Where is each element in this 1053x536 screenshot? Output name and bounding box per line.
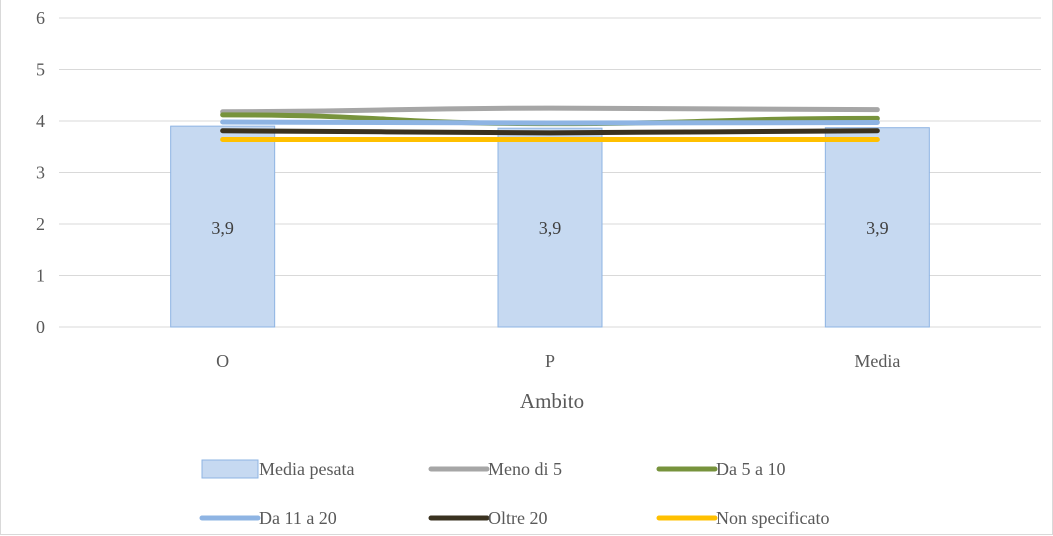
series-line: [220, 105, 880, 115]
bar: [824, 127, 930, 328]
y-tick-label: 4: [36, 111, 45, 131]
y-tick-label: 0: [36, 317, 45, 337]
y-tick-label: 3: [36, 163, 45, 183]
legend-label: Media pesata: [259, 459, 354, 479]
x-tick-label: Media: [854, 351, 900, 371]
x-tick-label: P: [545, 351, 555, 371]
x-tick-label: O: [216, 351, 229, 371]
legend-label: Da 11 a 20: [259, 508, 337, 528]
series-line: [220, 119, 880, 126]
bar: [497, 127, 603, 328]
legend-label: Non specificato: [716, 508, 829, 528]
legend-label: Oltre 20: [488, 508, 547, 528]
legend-swatch-bar: [201, 459, 259, 479]
data-label: 3,9: [539, 218, 562, 238]
y-tick-label: 2: [36, 214, 45, 234]
data-label: 3,9: [866, 218, 889, 238]
y-tick-label: 5: [36, 60, 45, 80]
y-tick-label: 1: [36, 266, 45, 286]
data-label: 3,9: [211, 218, 234, 238]
series-line: [220, 128, 880, 136]
y-tick-label: 6: [36, 8, 45, 28]
x-axis-title: Ambito: [520, 389, 584, 413]
bar: [170, 125, 276, 328]
legend-label: Meno di 5: [488, 459, 562, 479]
legend-label: Da 5 a 10: [716, 459, 785, 479]
